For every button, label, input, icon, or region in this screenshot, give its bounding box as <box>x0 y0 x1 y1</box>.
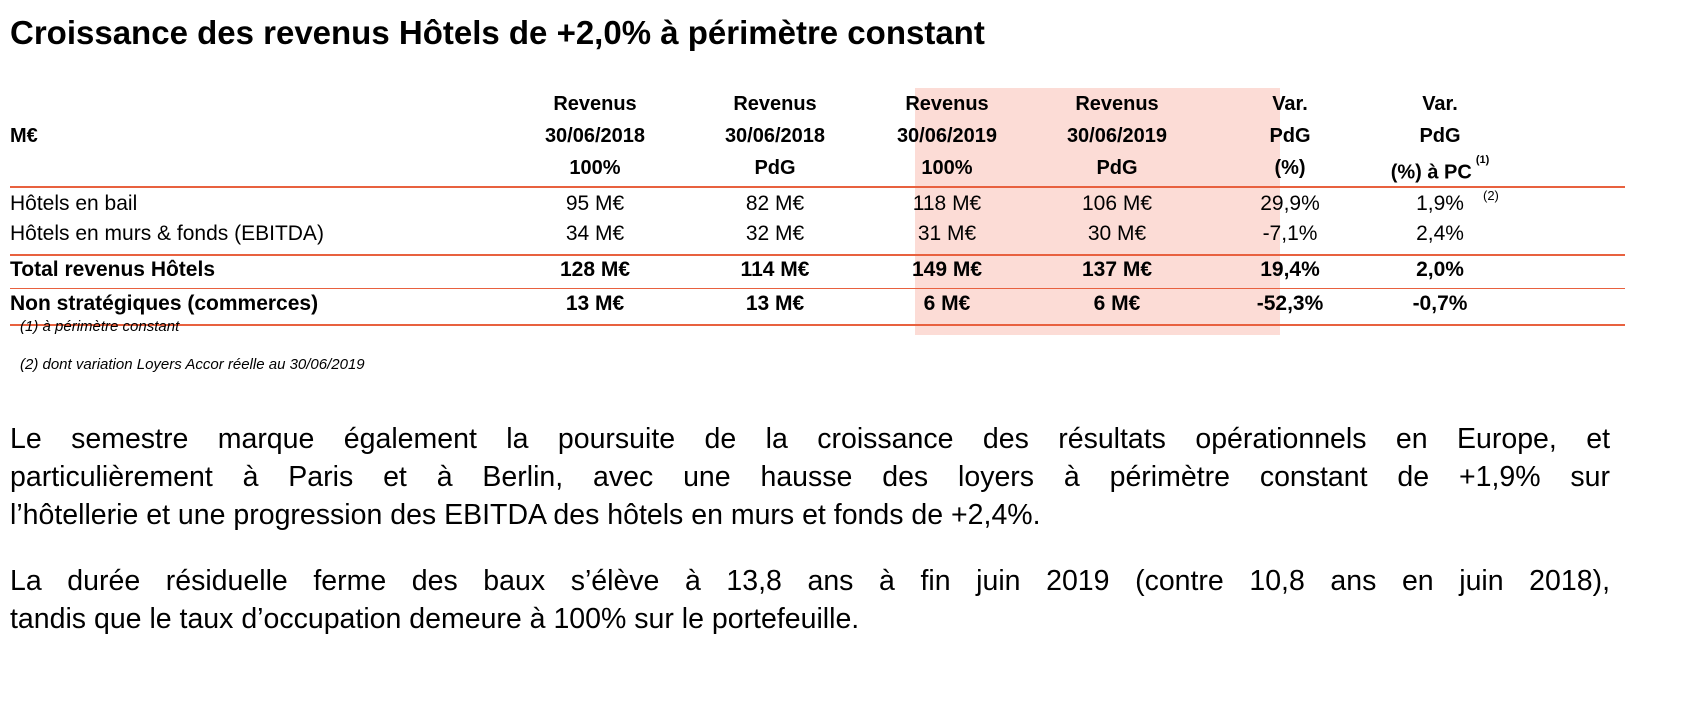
footnote-ref-1: (1) <box>1475 154 1490 166</box>
header-rule <box>10 186 1625 188</box>
col-header-rev-2018-100: Revenus 30/06/2018 100% <box>530 88 660 184</box>
table-cell: 82 M€ <box>745 192 805 215</box>
col-header-rev-2018-pdg: Revenus 30/06/2018 PdG <box>710 88 840 184</box>
row-label: Non stratégiques (commerces) <box>10 292 319 315</box>
col-header-line: 30/06/2018 <box>544 125 646 147</box>
row-rule <box>10 288 1625 289</box>
col-header-var-pdg-pc: Var. PdG (%) à PC(1) <box>1365 88 1515 189</box>
col-header-line: Revenus <box>1075 93 1159 115</box>
footnote-2: (2) dont variation Loyers Accor réelle a… <box>20 356 365 373</box>
row-label: Hôtels en murs & fonds (EBITDA) <box>10 222 324 245</box>
table-cell: 114 M€ <box>740 258 810 281</box>
col-header-line: 30/06/2019 <box>1066 125 1168 147</box>
col-header-line: PdG <box>1096 157 1138 179</box>
table-cell: 2,0% <box>1416 258 1464 281</box>
col-header-line: 100% <box>569 157 621 179</box>
paragraph-2: La durée résiduelle ferme des baux s’élè… <box>10 562 1610 638</box>
col-header-line: PdG <box>754 157 796 179</box>
table-cell: 106 M€ <box>1081 192 1153 215</box>
col-header-rev-2019-100: Revenus 30/06/2019 100% <box>882 88 1012 184</box>
col-header-line: Revenus <box>905 93 989 115</box>
col-header-line: Var. <box>1422 93 1458 115</box>
paragraph-line: Le semestre marque également la poursuit… <box>10 423 1610 455</box>
page-title: Croissance des revenus Hôtels de +2,0% à… <box>10 14 985 51</box>
table-cell: 6 M€ <box>1093 292 1141 315</box>
table-bottom-rule <box>10 324 1625 326</box>
table-cell: 34 M€ <box>565 222 625 245</box>
table-cell: 2,4% <box>1416 222 1464 245</box>
table-cell: 29,9% <box>1260 192 1320 215</box>
table-cell: 30 M€ <box>1087 222 1147 245</box>
footnote-1: (1) à périmètre constant <box>20 318 180 335</box>
table-cell: -0,7% <box>1412 292 1468 315</box>
table-cell-value: 1,9% <box>1416 192 1464 215</box>
paragraph-1: Le semestre marque également la poursuit… <box>10 420 1610 534</box>
table-cell: -7,1% <box>1262 222 1318 245</box>
table-header-row: M€ Revenus 30/06/2018 100% Revenus 30/06… <box>10 88 1625 186</box>
paragraph-line: La durée résiduelle ferme des baux s’élè… <box>10 565 1610 597</box>
col-header-text: (%) à PC <box>1390 161 1472 184</box>
col-header-line: 100% <box>921 157 973 179</box>
table-cell: 19,4% <box>1260 258 1320 281</box>
table-cell: 1,9% (2) <box>1365 188 1515 216</box>
col-header-line: 30/06/2018 <box>724 125 826 147</box>
table-cell: 118 M€ <box>912 192 982 215</box>
table-cell: 32 M€ <box>745 222 805 245</box>
col-header-line: Revenus <box>553 93 637 115</box>
col-header-line: Var. <box>1272 93 1308 115</box>
col-header-line: 30/06/2019 <box>896 125 998 147</box>
paragraph-line: tandis que le taux d’occupation demeure … <box>10 603 860 635</box>
row-label: Total revenus Hôtels <box>10 258 215 281</box>
col-header-line: Revenus <box>733 93 817 115</box>
col-header-line: PdG <box>1419 125 1461 147</box>
paragraph-line: l’hôtellerie et une progression des EBIT… <box>10 499 1041 531</box>
col-header-var-pdg: Var. PdG (%) <box>1230 88 1350 184</box>
col-header-line: (%) à PC(1) <box>1365 152 1515 189</box>
col-header-line: (%) <box>1274 157 1306 179</box>
table-cell: 13 M€ <box>745 292 805 315</box>
subtotal-rule <box>10 254 1625 256</box>
table-cell: 137 M€ <box>1081 258 1153 281</box>
corner-label: M€ <box>10 125 38 147</box>
footnote-ref-2: (2) <box>1483 188 1499 203</box>
table-cell: 6 M€ <box>923 292 971 315</box>
table-cell: 128 M€ <box>559 258 631 281</box>
paragraph-line: particulièrement à Paris et à Berlin, av… <box>10 461 1610 493</box>
table-cell: -52,3% <box>1256 292 1324 315</box>
row-label: Hôtels en bail <box>10 192 138 215</box>
col-header-line: PdG <box>1269 125 1311 147</box>
highlight-2019-columns <box>915 88 1280 335</box>
table-cell: 95 M€ <box>565 192 625 215</box>
table-cell: 13 M€ <box>565 292 625 315</box>
table-cell: 31 M€ <box>917 222 977 245</box>
table-cell: 149 M€ <box>911 258 983 281</box>
col-header-rev-2019-pdg: Revenus 30/06/2019 PdG <box>1052 88 1182 184</box>
